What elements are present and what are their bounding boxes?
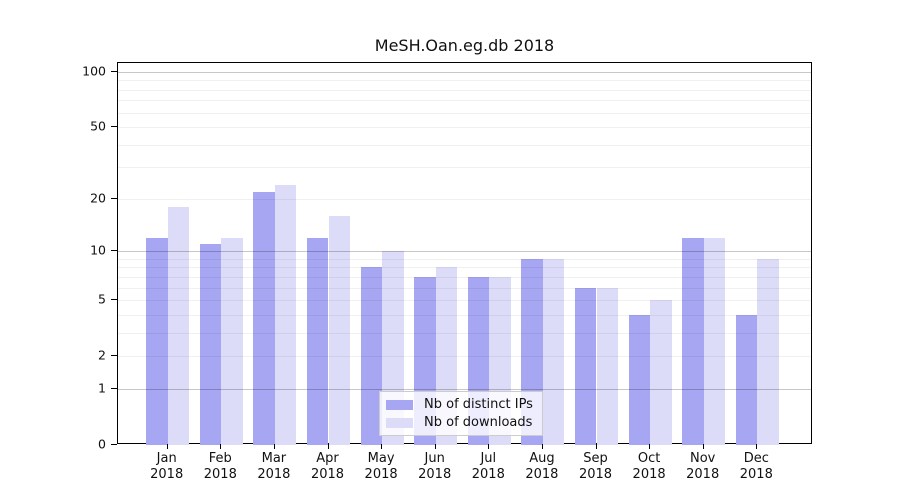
bar-feb-ips bbox=[199, 244, 222, 445]
y-tick-mark-0 bbox=[111, 444, 117, 445]
plot-area bbox=[117, 62, 812, 445]
legend-item-distinct-ips: Nb of distinct IPs bbox=[386, 397, 535, 412]
y-tick-mark-5 bbox=[111, 299, 117, 301]
x-tick-mark-dec bbox=[756, 444, 758, 449]
legend-swatch-downloads bbox=[386, 417, 413, 428]
x-tick-mark-jan bbox=[166, 444, 168, 449]
bar-sep-downloads bbox=[596, 287, 619, 445]
legend-item-downloads: Nb of downloads bbox=[386, 415, 535, 430]
x-tick-mark-jul bbox=[488, 444, 490, 449]
x-tick-mark-jun bbox=[434, 444, 436, 449]
x-tick-label-nov: Nov 2018 bbox=[686, 451, 720, 482]
x-tick-mark-feb bbox=[220, 444, 222, 449]
gridline-20 bbox=[118, 198, 811, 200]
bar-nov-ips bbox=[682, 237, 704, 445]
y-tick-label-0: 0 bbox=[98, 436, 106, 452]
gridline-30 bbox=[118, 167, 811, 169]
bar-oct-downloads bbox=[650, 300, 672, 445]
x-tick-label-may: May 2018 bbox=[364, 451, 398, 482]
x-tick-mark-aug bbox=[541, 444, 543, 449]
bar-oct-ips bbox=[628, 314, 651, 445]
y-tick-mark-1 bbox=[111, 388, 117, 389]
legend-label-distinct-ips: Nb of distinct IPs bbox=[424, 397, 533, 412]
legend: Nb of distinct IPs Nb of downloads bbox=[379, 391, 543, 436]
bar-apr-ips bbox=[306, 237, 329, 445]
y-tick-label-100: 100 bbox=[82, 63, 106, 79]
x-tick-label-dec: Dec 2018 bbox=[739, 451, 773, 482]
bar-dec-downloads bbox=[757, 258, 779, 445]
bar-mar-downloads bbox=[274, 184, 297, 445]
x-tick-label-sep: Sep 2018 bbox=[578, 451, 613, 482]
x-tick-label-mar: Mar 2018 bbox=[257, 451, 291, 482]
y-tick-label-50: 50 bbox=[90, 118, 106, 134]
bar-apr-downloads bbox=[328, 216, 351, 445]
y-tick-mark-100 bbox=[111, 71, 117, 72]
x-tick-mark-nov bbox=[702, 444, 704, 449]
x-tick-label-oct: Oct 2018 bbox=[632, 451, 666, 482]
gridline-80 bbox=[118, 89, 811, 91]
x-tick-mark-mar bbox=[273, 444, 275, 449]
gridline-60 bbox=[118, 112, 811, 114]
bar-nov-downloads bbox=[703, 237, 726, 445]
x-tick-label-jan: Jan 2018 bbox=[150, 451, 184, 482]
bar-sep-ips bbox=[574, 287, 597, 445]
bar-mar-ips bbox=[253, 191, 275, 445]
x-tick-mark-apr bbox=[327, 444, 329, 449]
x-tick-mark-oct bbox=[649, 444, 651, 449]
y-tick-label-1: 1 bbox=[98, 380, 106, 396]
gridline-90 bbox=[118, 80, 811, 82]
gridline-70 bbox=[118, 100, 811, 102]
bar-jan-downloads bbox=[167, 207, 190, 445]
y-tick-label-5: 5 bbox=[98, 291, 106, 307]
y-tick-label-2: 2 bbox=[98, 347, 106, 363]
x-tick-label-jul: Jul 2018 bbox=[471, 451, 505, 482]
gridline-40 bbox=[118, 144, 811, 146]
x-tick-label-jun: Jun 2018 bbox=[418, 451, 452, 482]
gridline-50 bbox=[118, 127, 811, 129]
x-tick-mark-sep bbox=[595, 444, 597, 449]
y-tick-label-20: 20 bbox=[90, 190, 106, 206]
legend-label-downloads: Nb of downloads bbox=[424, 415, 533, 430]
y-tick-label-10: 10 bbox=[90, 242, 106, 258]
x-tick-label-aug: Aug 2018 bbox=[525, 451, 559, 482]
chart-title: MeSH.Oan.eg.db 2018 bbox=[374, 36, 555, 55]
bar-feb-downloads bbox=[221, 237, 243, 445]
y-tick-mark-10 bbox=[111, 250, 117, 252]
bar-may-ips bbox=[360, 267, 383, 445]
x-tick-label-feb: Feb 2018 bbox=[203, 451, 237, 482]
y-tick-mark-2 bbox=[111, 355, 117, 357]
y-tick-mark-50 bbox=[111, 126, 117, 128]
bar-aug-downloads bbox=[542, 258, 565, 445]
x-tick-label-apr: Apr 2018 bbox=[310, 451, 345, 482]
bar-dec-ips bbox=[735, 314, 758, 445]
gridline-100 bbox=[118, 72, 811, 73]
x-tick-mark-may bbox=[381, 444, 383, 449]
y-tick-mark-20 bbox=[111, 197, 117, 199]
bar-jan-ips bbox=[146, 237, 168, 445]
legend-swatch-distinct-ips bbox=[386, 399, 413, 410]
